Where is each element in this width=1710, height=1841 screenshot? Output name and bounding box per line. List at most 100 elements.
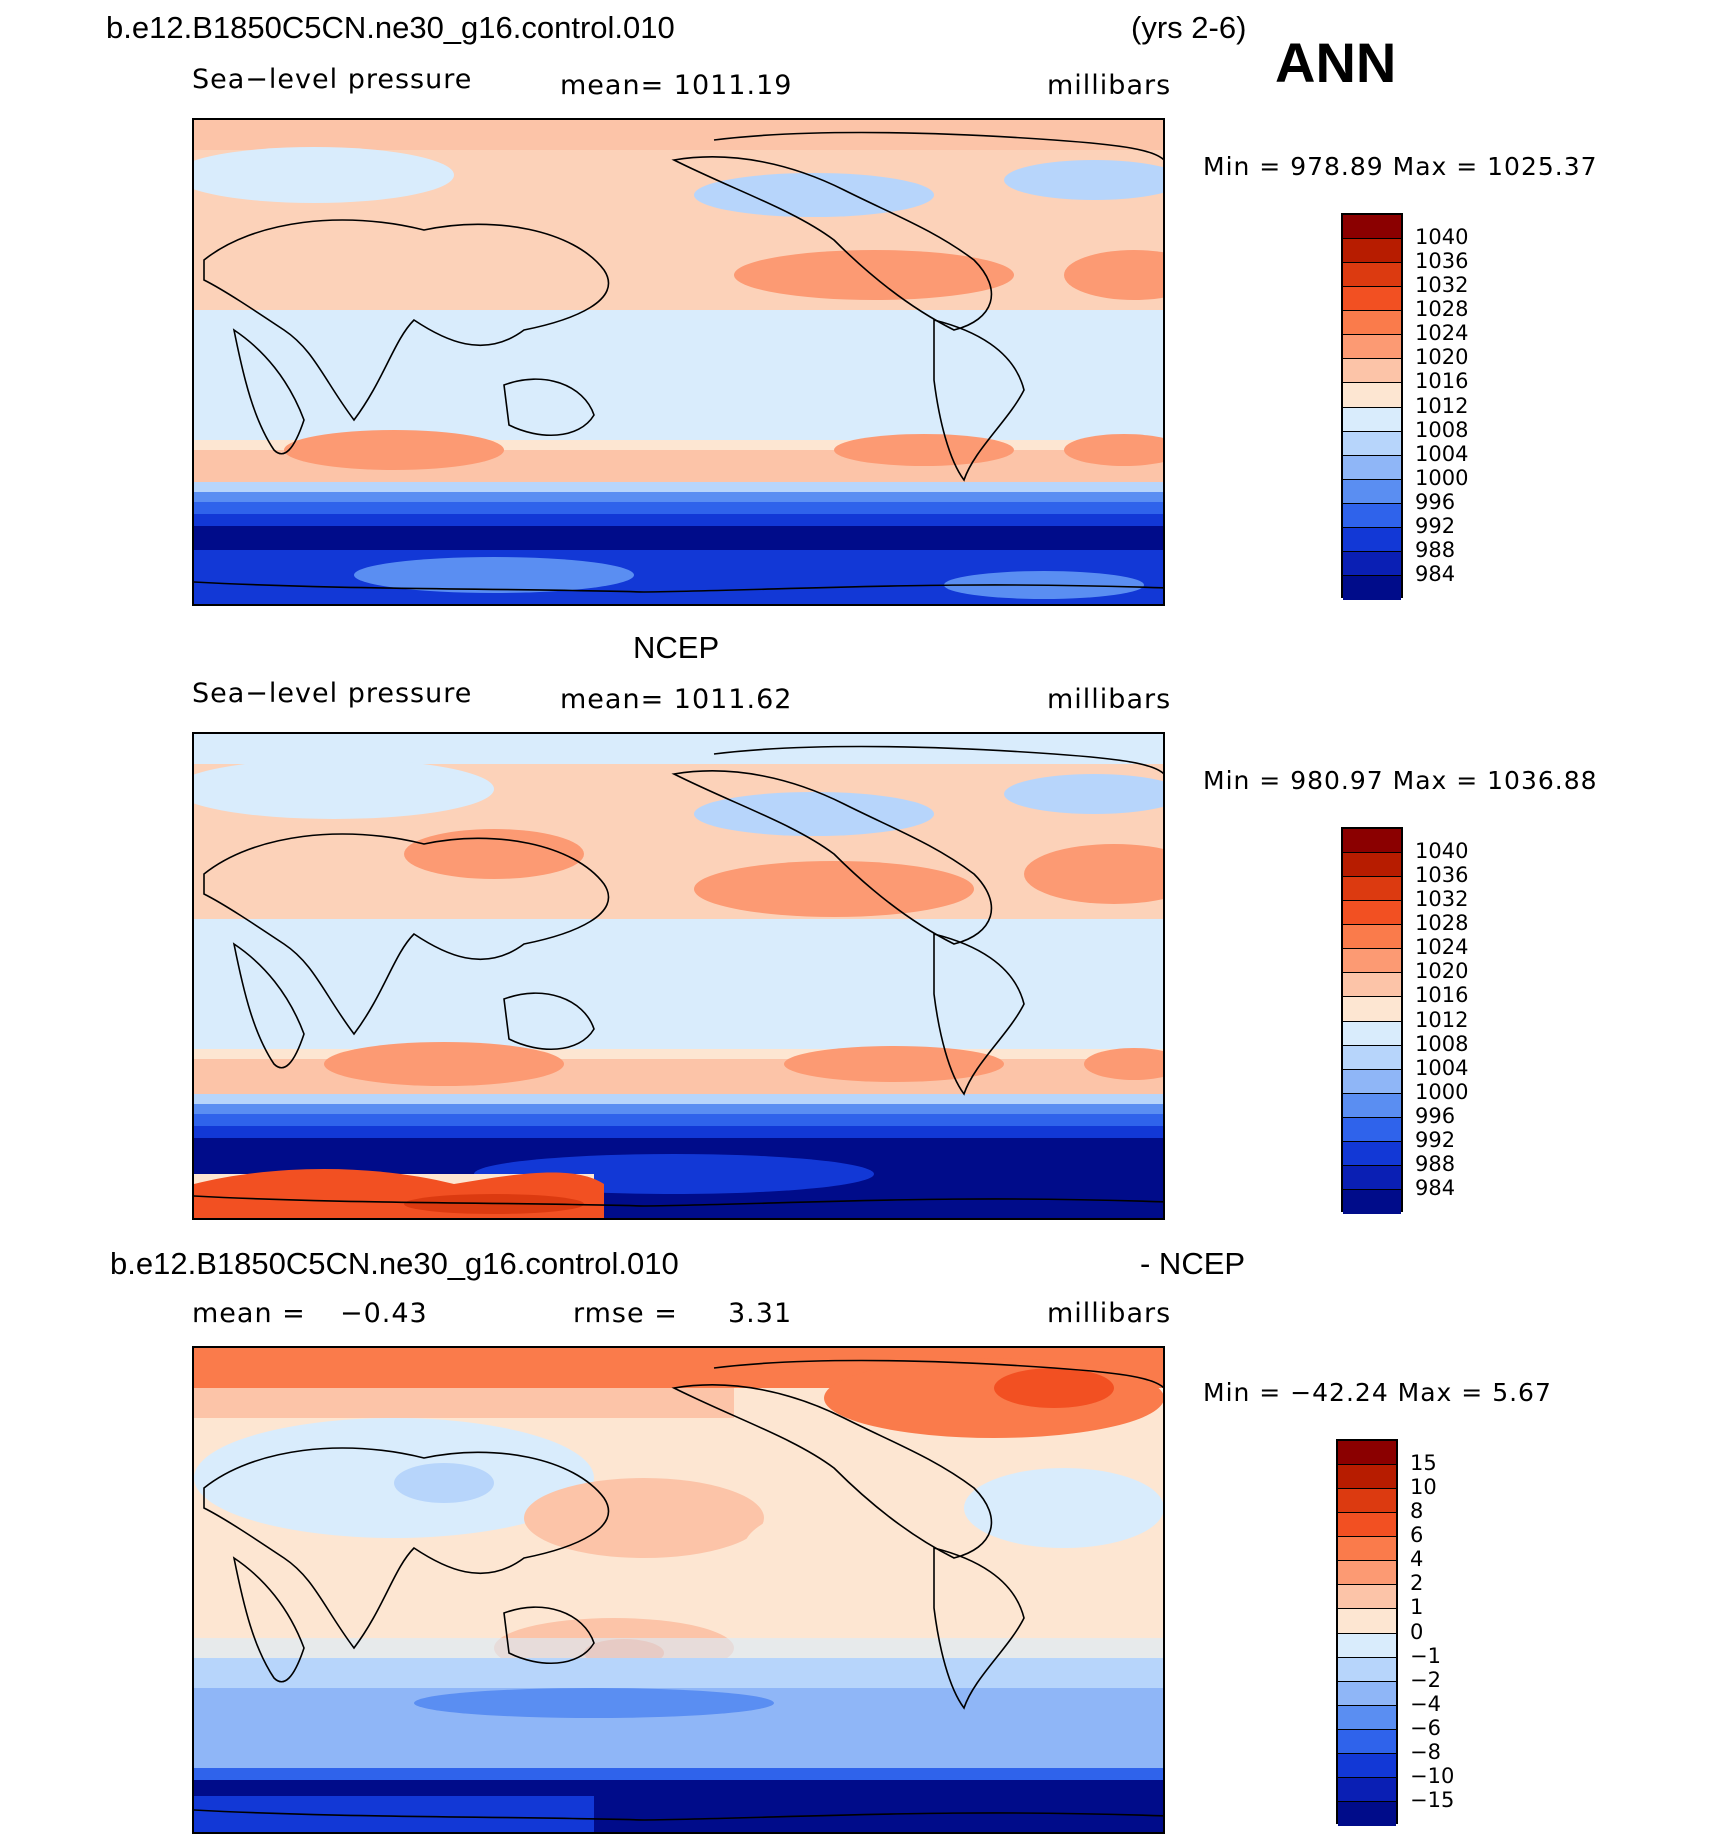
- colorbar-swatch: [1343, 407, 1401, 432]
- colorbar-swatch: [1343, 287, 1401, 312]
- panel1-map: [192, 118, 1165, 606]
- colorbar-swatch: [1338, 1681, 1396, 1706]
- panel1-minmax: Min = 978.89 Max = 1025.37: [1203, 152, 1598, 181]
- colorbar-swatch: [1343, 877, 1401, 902]
- colorbar-swatch: [1343, 1189, 1401, 1214]
- colorbar-tick-label: 996: [1415, 489, 1456, 514]
- colorbar-tick-label: 1012: [1415, 1007, 1469, 1032]
- colorbar-tick-label: −8: [1410, 1739, 1441, 1764]
- colorbar-tick-label: 1028: [1415, 297, 1469, 322]
- colorbar-swatch: [1343, 311, 1401, 336]
- colorbar-swatch: [1338, 1585, 1396, 1610]
- colorbar-tick-label: 1004: [1415, 441, 1469, 466]
- colorbar-swatch: [1343, 829, 1401, 854]
- colorbar-tick-label: 1: [1410, 1595, 1424, 1620]
- colorbar-swatch: [1338, 1561, 1396, 1586]
- colorbar-tick-label: 1016: [1415, 369, 1469, 394]
- panel3-title-right: - NCEP: [1140, 1246, 1246, 1281]
- panel2-units: millibars: [1047, 684, 1172, 715]
- panel2-minmax: Min = 980.97 Max = 1036.88: [1203, 766, 1598, 795]
- case-title: b.e12.B1850C5CN.ne30_g16.control.010: [106, 10, 675, 45]
- colorbar-tick-label: 1040: [1415, 225, 1469, 250]
- colorbar-swatch: [1343, 949, 1401, 974]
- colorbar-tick-label: 992: [1415, 1127, 1456, 1152]
- colorbar-tick-label: 996: [1415, 1103, 1456, 1128]
- colorbar-swatch: [1338, 1609, 1396, 1634]
- colorbar-swatch: [1338, 1441, 1396, 1466]
- colorbar-swatch: [1338, 1657, 1396, 1682]
- colorbar-tick-label: 988: [1415, 1151, 1456, 1176]
- panel2-map: [192, 732, 1165, 1220]
- colorbar-swatch: [1343, 1141, 1401, 1166]
- colorbar-tick-label: 1012: [1415, 393, 1469, 418]
- colorbar-tick-label: 8: [1410, 1499, 1424, 1524]
- colorbar-tick-label: 0: [1410, 1619, 1424, 1644]
- colorbar-tick-label: 1028: [1415, 911, 1469, 936]
- colorbar-tick-label: 1032: [1415, 273, 1469, 298]
- colorbar-swatch: [1338, 1513, 1396, 1538]
- colorbar-tick-label: 1040: [1415, 839, 1469, 864]
- colorbar-swatch: [1343, 455, 1401, 480]
- colorbar-swatch: [1343, 901, 1401, 926]
- colorbar-swatch: [1338, 1729, 1396, 1754]
- colorbar-tick-label: 2: [1410, 1571, 1424, 1596]
- colorbar-swatch: [1343, 239, 1401, 264]
- colorbar-swatch: [1343, 527, 1401, 552]
- colorbar-tick-label: 1000: [1415, 465, 1469, 490]
- colorbar-swatch: [1343, 1069, 1401, 1094]
- panel2-variable: Sea−level pressure: [192, 678, 473, 709]
- panel2-colorbar: [1341, 827, 1403, 1214]
- colorbar-tick-label: 1036: [1415, 249, 1469, 274]
- colorbar-tick-label: −10: [1410, 1763, 1455, 1788]
- colorbar-tick-label: 1032: [1415, 887, 1469, 912]
- colorbar-tick-label: 4: [1410, 1547, 1424, 1572]
- colorbar-tick-label: −1: [1410, 1643, 1441, 1668]
- colorbar-swatch: [1343, 853, 1401, 878]
- colorbar-swatch: [1343, 215, 1401, 240]
- panel2-mean: mean= 1011.62: [560, 684, 793, 715]
- colorbar-swatch: [1343, 359, 1401, 384]
- colorbar-swatch: [1338, 1753, 1396, 1778]
- colorbar-tick-label: 1020: [1415, 959, 1469, 984]
- panel3-colorbar: [1336, 1439, 1398, 1826]
- panel3-rmse-value: 3.31: [728, 1298, 793, 1329]
- colorbar-tick-label: −15: [1410, 1787, 1455, 1812]
- colorbar-tick-label: 10: [1410, 1475, 1437, 1500]
- colorbar-swatch: [1338, 1489, 1396, 1514]
- colorbar-swatch: [1338, 1705, 1396, 1730]
- season-label: ANN: [1275, 31, 1397, 94]
- colorbar-swatch: [1343, 997, 1401, 1022]
- colorbar-tick-label: 1016: [1415, 983, 1469, 1008]
- colorbar-swatch: [1343, 925, 1401, 950]
- colorbar-swatch: [1343, 431, 1401, 456]
- colorbar-swatch: [1343, 1045, 1401, 1070]
- colorbar-swatch: [1343, 335, 1401, 360]
- colorbar-swatch: [1343, 1117, 1401, 1142]
- panel3-rmse-label: rmse =: [573, 1298, 678, 1329]
- colorbar-swatch: [1343, 263, 1401, 288]
- colorbar-tick-label: 15: [1410, 1451, 1437, 1476]
- panel3-minmax: Min = −42.24 Max = 5.67: [1203, 1378, 1552, 1407]
- colorbar-tick-label: 992: [1415, 513, 1456, 538]
- colorbar-tick-label: −6: [1410, 1715, 1441, 1740]
- colorbar-tick-label: 1024: [1415, 321, 1469, 346]
- panel3-title-left: b.e12.B1850C5CN.ne30_g16.control.010: [110, 1246, 679, 1281]
- panel2-title: NCEP: [633, 630, 720, 665]
- colorbar-tick-label: 1008: [1415, 1031, 1469, 1056]
- colorbar-swatch: [1338, 1777, 1396, 1802]
- colorbar-tick-label: 6: [1410, 1523, 1424, 1548]
- panel1-colorbar: [1341, 213, 1403, 600]
- colorbar-tick-label: 1000: [1415, 1079, 1469, 1104]
- colorbar-swatch: [1343, 575, 1401, 600]
- colorbar-swatch: [1343, 479, 1401, 504]
- colorbar-tick-label: −2: [1410, 1667, 1441, 1692]
- colorbar-tick-label: 1024: [1415, 935, 1469, 960]
- colorbar-swatch: [1343, 551, 1401, 576]
- panel1-units: millibars: [1047, 70, 1172, 101]
- colorbar-swatch: [1343, 973, 1401, 998]
- panel1-variable: Sea−level pressure: [192, 64, 473, 95]
- colorbar-tick-label: 984: [1415, 561, 1456, 586]
- colorbar-swatch: [1338, 1633, 1396, 1658]
- colorbar-tick-label: 984: [1415, 1175, 1456, 1200]
- panel3-mean-value: −0.43: [340, 1298, 428, 1329]
